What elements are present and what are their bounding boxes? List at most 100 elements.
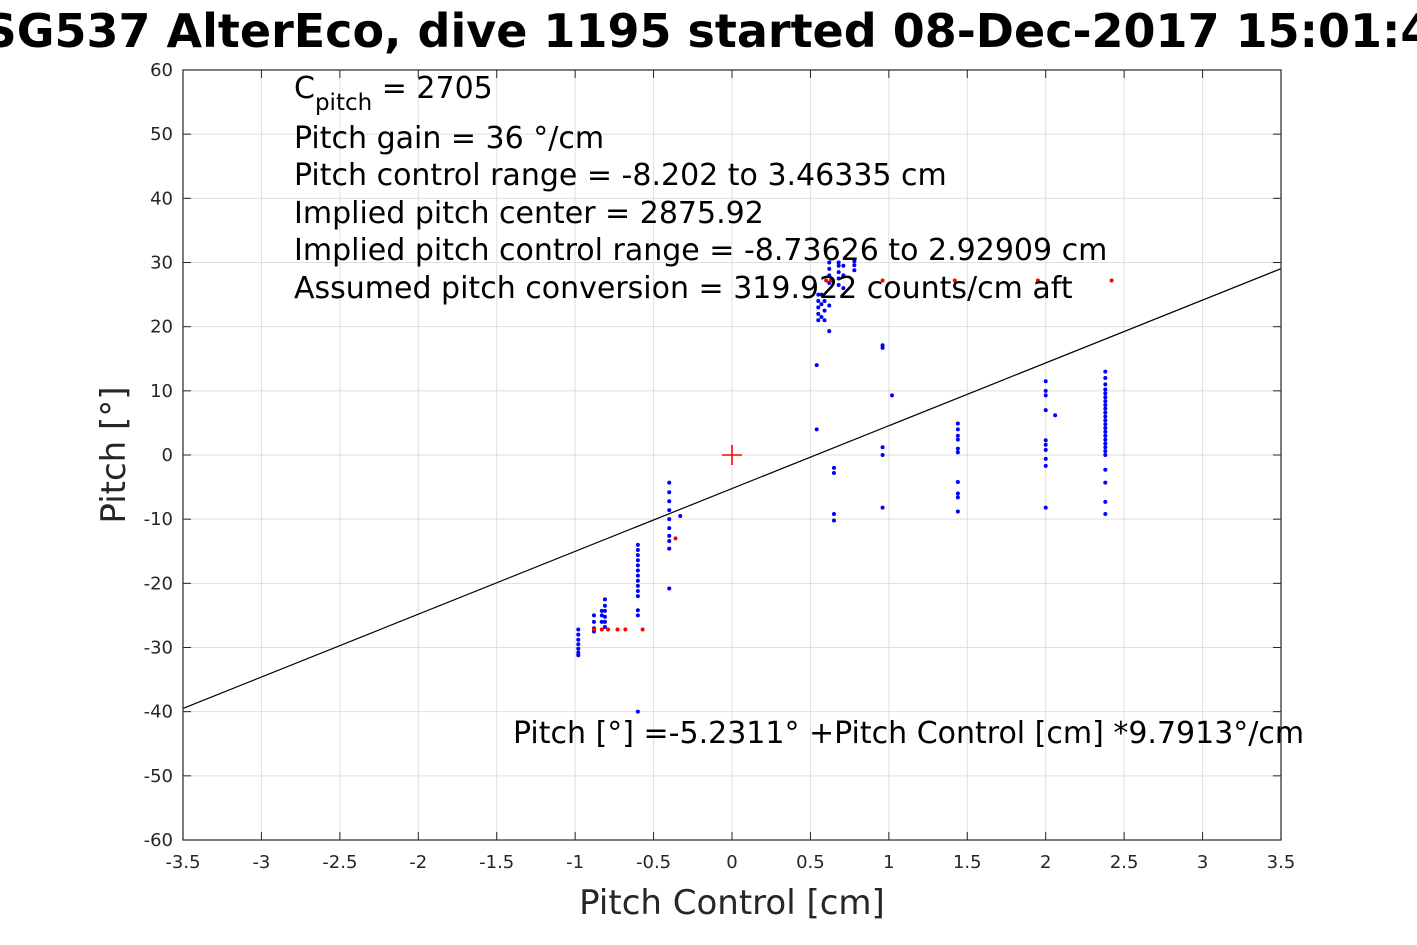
data-point-blue xyxy=(1103,480,1108,485)
data-point-blue xyxy=(816,311,821,316)
data-point-red xyxy=(623,627,628,632)
c-pitch-annotation: Cpitch = 2705 xyxy=(294,71,493,116)
data-point-blue xyxy=(822,318,827,323)
data-point-red xyxy=(952,278,957,283)
c-pitch-subscript: pitch xyxy=(315,90,372,116)
y-tick-label: 50 xyxy=(150,124,173,145)
data-point-blue xyxy=(1053,413,1058,418)
data-point-blue xyxy=(955,446,960,451)
y-tick-label: 20 xyxy=(150,317,173,338)
data-point-blue xyxy=(667,538,672,543)
y-tick-label: -30 xyxy=(144,638,173,659)
data-point-blue xyxy=(1103,376,1108,380)
data-point-blue xyxy=(602,597,607,602)
data-point-blue xyxy=(635,553,640,558)
data-point-blue xyxy=(816,299,821,303)
pitch-control-range-annotation: Pitch control range = -8.202 to 3.46335 … xyxy=(294,158,947,193)
data-point-blue xyxy=(831,512,836,517)
data-point-blue xyxy=(841,286,846,291)
chart-title: SG537 AlterEco, dive 1195 started 08-Dec… xyxy=(0,4,1417,58)
data-point-blue xyxy=(1103,414,1108,419)
x-tick-label: -0.5 xyxy=(636,852,671,873)
x-axis-ticks: -3.5 -3 -2.5 -2 -1.5 -1 -0.5 0 0.5 1 1.5 2 2.5 3 3.5 xyxy=(165,70,1295,873)
data-point-blue xyxy=(576,637,581,642)
data-point-red xyxy=(1109,278,1114,283)
data-point-blue xyxy=(1103,429,1108,434)
data-point-red xyxy=(640,627,645,632)
data-point-blue xyxy=(955,433,960,438)
data-point-blue xyxy=(1043,447,1048,452)
data-point-blue xyxy=(1103,437,1108,442)
data-point-blue xyxy=(591,613,596,618)
data-point-blue xyxy=(667,499,672,504)
data-point-blue xyxy=(576,653,581,658)
data-point-red xyxy=(606,627,611,632)
data-point-blue xyxy=(602,624,607,629)
data-point-blue xyxy=(827,329,832,334)
data-point-red xyxy=(1035,278,1040,283)
data-point-blue xyxy=(635,594,640,599)
data-point-blue xyxy=(831,470,836,475)
data-point-blue xyxy=(1043,379,1048,384)
data-point-blue xyxy=(635,589,640,594)
data-point-blue xyxy=(1043,463,1048,468)
data-point-blue xyxy=(1103,445,1108,450)
data-point-blue xyxy=(1103,410,1108,415)
data-point-red xyxy=(880,278,885,283)
y-tick-label: -20 xyxy=(144,573,173,594)
data-point-blue xyxy=(819,315,824,320)
y-tick-label: 40 xyxy=(150,188,173,209)
data-point-blue xyxy=(599,608,604,613)
x-tick-label: -3 xyxy=(252,852,270,873)
y-tick-label: 60 xyxy=(150,60,173,81)
data-point-blue xyxy=(635,568,640,573)
data-point-blue xyxy=(889,393,894,398)
data-point-blue xyxy=(1103,441,1108,446)
data-point-blue xyxy=(841,263,846,268)
data-point-blue xyxy=(602,603,607,608)
data-point-blue xyxy=(1043,393,1048,398)
data-point-blue xyxy=(827,266,832,271)
x-tick-label: -1 xyxy=(566,852,584,873)
data-point-blue xyxy=(822,308,827,313)
data-point-blue xyxy=(635,573,640,578)
data-point-blue xyxy=(955,450,960,455)
data-point-blue xyxy=(955,437,960,442)
data-point-red xyxy=(599,627,604,632)
data-point-blue xyxy=(841,273,846,278)
data-point-blue xyxy=(852,268,857,273)
data-point-blue xyxy=(814,427,819,432)
data-point-blue xyxy=(1103,387,1108,392)
fit-line xyxy=(182,268,1282,710)
data-point-red xyxy=(615,627,620,632)
x-tick-label: 2 xyxy=(1040,852,1051,873)
y-tick-label: -40 xyxy=(144,702,173,723)
x-tick-label: -2.5 xyxy=(322,852,357,873)
data-point-blue xyxy=(1103,395,1108,400)
data-point-red xyxy=(673,536,678,541)
data-point-red xyxy=(591,627,596,632)
data-point-blue xyxy=(880,505,885,510)
data-point-blue xyxy=(1103,382,1108,387)
data-point-blue xyxy=(819,292,824,297)
data-point-blue xyxy=(599,619,604,624)
data-point-blue xyxy=(576,627,581,632)
y-tick-label: 0 xyxy=(162,445,173,466)
c-pitch-value: = 2705 xyxy=(372,71,493,106)
data-point-blue xyxy=(880,343,885,348)
data-point-blue xyxy=(635,558,640,563)
data-point-blue xyxy=(667,526,672,531)
data-point-blue xyxy=(1103,369,1108,374)
data-point-blue xyxy=(667,480,672,485)
data-point-blue xyxy=(635,563,640,568)
data-point-blue xyxy=(816,292,821,297)
data-point-blue xyxy=(955,479,960,484)
x-tick-label: 1.5 xyxy=(953,852,982,873)
data-point-blue xyxy=(602,619,607,624)
data-point-blue xyxy=(635,542,640,547)
y-axis-ticks: -60 -50 -40 -30 -20 -10 0 10 20 30 40 50 60 xyxy=(144,60,1281,851)
data-point-blue xyxy=(1103,512,1108,517)
plot-frame xyxy=(182,69,1282,841)
data-point-blue xyxy=(955,427,960,432)
data-point-blue xyxy=(836,282,841,287)
